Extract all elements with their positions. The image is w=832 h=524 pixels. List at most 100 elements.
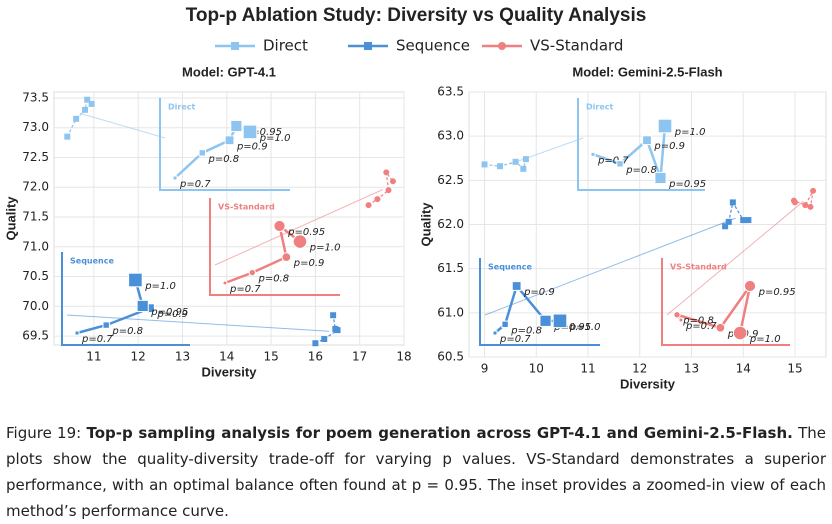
- x-tick-label: 12: [632, 362, 647, 376]
- point: [374, 196, 381, 203]
- inset-point-label: p=1.0: [259, 133, 291, 144]
- point: [73, 115, 80, 122]
- inset-connector: [81, 113, 166, 139]
- inset-point: [224, 135, 235, 146]
- inset-point-label: p=0.8: [207, 154, 239, 165]
- point: [82, 106, 89, 113]
- point: [312, 340, 319, 347]
- y-tick-label: 63.5: [437, 85, 464, 99]
- inset-point: [74, 330, 80, 336]
- y-tick-label: 63.0: [437, 129, 464, 143]
- inset-point: [281, 252, 292, 262]
- inset-point: [230, 119, 243, 133]
- inset-point-label: p=0.95: [244, 127, 282, 138]
- inset-point-label: p=1.0: [144, 281, 176, 292]
- legend-label: VS-Standard: [530, 37, 623, 55]
- inset-point: [654, 171, 667, 185]
- inset-point-label: p=0.95: [668, 179, 706, 190]
- y-tick-label: 70.5: [22, 269, 49, 283]
- inset-title: Direct: [168, 103, 195, 112]
- point: [84, 96, 91, 103]
- x-tick-label: 13: [175, 350, 190, 364]
- point: [522, 156, 529, 163]
- y-tick-label: 61.5: [437, 261, 464, 275]
- inset-connector: [66, 314, 330, 332]
- inset-point: [511, 281, 522, 291]
- y-tick-label: 62.0: [437, 217, 464, 231]
- inset-point: [616, 160, 624, 168]
- inset-point: [590, 151, 596, 157]
- inset-axes: [479, 258, 600, 346]
- inset-point: [552, 313, 568, 329]
- y-tick-label: 73.5: [22, 90, 49, 104]
- legend-label: Sequence: [396, 37, 470, 55]
- inset-connector: [509, 137, 584, 165]
- inset-point-label: p=0.95: [758, 287, 796, 298]
- inset-point: [273, 219, 286, 233]
- inset-point: [222, 280, 228, 286]
- x-tick-label: 14: [219, 350, 234, 364]
- inset-point: [248, 268, 256, 277]
- point: [332, 325, 339, 332]
- figure-title: Top-p Ablation Study: Diversity vs Quali…: [186, 5, 647, 26]
- x-tick-label: 18: [396, 350, 411, 364]
- inset-point-label: p=0.7: [685, 321, 717, 332]
- point: [745, 217, 752, 224]
- legend-marker: [498, 42, 506, 50]
- inset-point-label: p=0.95: [287, 227, 325, 238]
- x-tick-label: 14: [736, 362, 751, 376]
- x-tick-label: 11: [580, 362, 595, 376]
- x-axis-label: Diversity: [202, 364, 258, 379]
- point: [790, 197, 797, 204]
- point: [385, 187, 392, 194]
- inset-point: [172, 175, 178, 181]
- x-tick-label: 12: [131, 350, 146, 364]
- inset-point-label: p=0.8: [682, 316, 714, 327]
- inset-point-label: p=0.95: [553, 322, 591, 333]
- point: [64, 133, 71, 140]
- inset-point: [732, 325, 748, 341]
- inset-point: [501, 320, 509, 328]
- point: [365, 202, 372, 209]
- inset-axes: [661, 258, 790, 346]
- y-tick-label: 71.5: [22, 210, 49, 224]
- inset-point: [673, 311, 681, 319]
- point: [321, 336, 328, 343]
- point: [722, 223, 729, 230]
- inset-point-label: p=1.0: [749, 334, 781, 345]
- inset-point-label: p=1.0: [569, 322, 601, 333]
- y-axis-label: Quality: [418, 202, 433, 247]
- caption-label: Figure 19:: [6, 424, 82, 442]
- plot-area: [53, 91, 405, 346]
- inset-point-label: p=1.0: [309, 243, 341, 254]
- legend-label: Direct: [263, 37, 308, 55]
- point: [88, 100, 95, 107]
- point: [810, 187, 817, 194]
- inset-point: [128, 272, 143, 288]
- inset-connector: [214, 189, 383, 266]
- x-tick-label: 11: [86, 350, 101, 364]
- legend-marker: [231, 42, 239, 50]
- x-tick-label: 13: [684, 362, 699, 376]
- inset-point-label: p=0.8: [510, 325, 542, 336]
- inset-point: [136, 299, 149, 313]
- inset-axes: [61, 252, 190, 346]
- inset-point: [292, 234, 308, 249]
- inset-axes: [209, 198, 340, 296]
- inset-point: [198, 149, 206, 157]
- inset-point: [657, 118, 673, 134]
- x-axis-label: Diversity: [620, 376, 676, 391]
- inset-point-label: p=0.9: [523, 287, 555, 298]
- inset-connector: [666, 200, 804, 316]
- y-tick-label: 72.5: [22, 150, 49, 164]
- x-tick-label: 10: [529, 362, 544, 376]
- inset-point: [743, 279, 757, 293]
- inset-point-label: p=0.7: [229, 284, 261, 295]
- chart-title: Model: GPT-4.1: [182, 64, 276, 79]
- point: [330, 312, 337, 319]
- inset-axes: [159, 98, 290, 191]
- inset-point: [715, 322, 726, 333]
- inset-point-label: p=0.8: [257, 274, 289, 285]
- caption: Figure 19: Top-p sampling analysis for p…: [6, 420, 826, 524]
